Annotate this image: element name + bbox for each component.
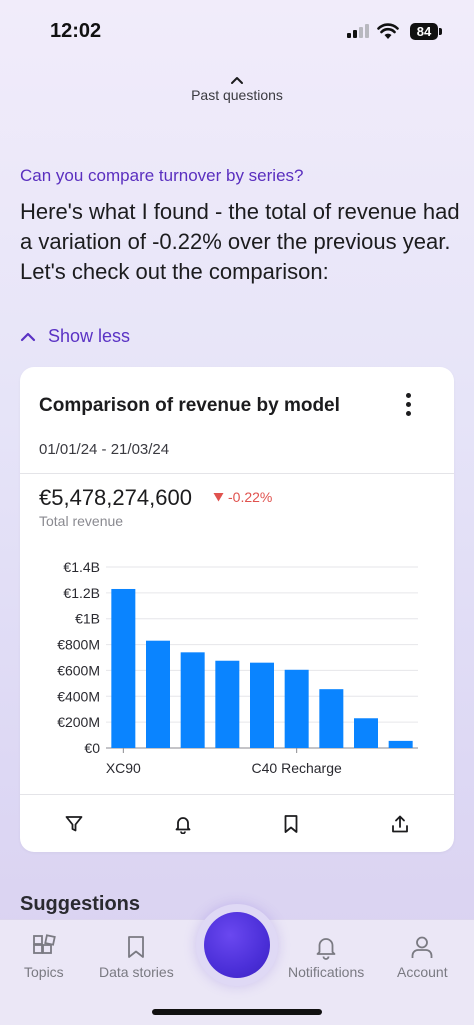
home-indicator [152, 1009, 322, 1015]
more-options-icon[interactable] [396, 391, 420, 419]
past-questions-button[interactable]: Past questions [0, 76, 474, 103]
assistant-orb-icon [204, 912, 270, 978]
tab-notifications-label: Notifications [288, 964, 365, 980]
bar[interactable] [250, 662, 274, 748]
tab-data-stories-label: Data stories [99, 964, 174, 980]
battery-icon: 84 [410, 23, 438, 40]
revenue-delta: -0.22% [213, 489, 272, 505]
y-tick-label: €0 [84, 740, 100, 756]
chevron-up-icon [231, 77, 243, 84]
y-tick-label: €800M [57, 637, 100, 653]
y-tick-label: €1.4B [63, 559, 100, 575]
suggestions-heading: Suggestions [20, 893, 141, 915]
bookmark-icon [128, 936, 145, 958]
past-questions-label: Past questions [191, 87, 283, 103]
filter-button[interactable] [60, 811, 88, 837]
tab-topics-label: Topics [24, 964, 64, 980]
chevron-up-icon [20, 332, 36, 341]
bar[interactable] [284, 669, 309, 748]
card-divider [20, 473, 454, 474]
user-question: Can you compare turnover by series? [20, 166, 304, 185]
share-button[interactable] [386, 811, 414, 837]
tab-topics[interactable]: Topics [24, 934, 64, 980]
alert-button[interactable] [169, 811, 197, 837]
ask-assistant-button[interactable] [196, 904, 278, 986]
share-icon [392, 815, 408, 833]
card-actions [20, 809, 454, 839]
date-range: 01/01/24 - 21/03/24 [39, 441, 170, 458]
y-tick-label: €200M [57, 714, 100, 730]
status-bar: 12:02 84 [0, 0, 474, 62]
total-revenue-label: Total revenue [39, 513, 124, 529]
cellular-signal-icon [347, 24, 369, 38]
bar[interactable] [215, 660, 240, 748]
bell-icon [175, 817, 191, 834]
tab-account-label: Account [397, 964, 448, 980]
bar[interactable] [354, 718, 378, 748]
y-tick-label: €1.2B [63, 585, 100, 601]
bookmark-button[interactable] [277, 811, 305, 837]
total-revenue-value: €5,478,274,600 [39, 485, 192, 510]
chart-card: Comparison of revenue by model 01/01/24 … [20, 367, 454, 852]
filter-icon [65, 816, 83, 832]
bar[interactable] [388, 740, 413, 748]
show-less-button[interactable]: Show less [20, 326, 130, 347]
person-icon [411, 936, 433, 958]
assistant-answer: Here's what I found - the total of reven… [20, 199, 460, 284]
topics-grid-icon [32, 934, 56, 954]
bar[interactable] [111, 588, 136, 748]
x-tick-label: C40 Recharge [252, 760, 342, 776]
bar[interactable] [146, 640, 170, 748]
tab-data-stories[interactable]: Data stories [99, 934, 174, 980]
y-tick-label: €600M [57, 662, 100, 678]
show-less-label: Show less [48, 326, 131, 346]
bar[interactable] [180, 652, 205, 748]
y-tick-label: €1B [75, 611, 100, 627]
wifi-icon [377, 23, 399, 39]
bar[interactable] [319, 689, 344, 748]
bookmark-icon [284, 815, 298, 833]
tab-account[interactable]: Account [397, 934, 448, 980]
bell-icon [316, 938, 336, 960]
tab-notifications[interactable]: Notifications [288, 934, 364, 980]
revenue-delta-value: -0.22% [228, 489, 273, 505]
card-title: Comparison of revenue by model [39, 395, 340, 416]
card-actions-divider [20, 794, 454, 795]
revenue-bar-chart: €0 €200M €400M €600M €800M €1B €1.2B €1.4B XC90 C… [57, 559, 418, 776]
battery-tip [439, 28, 442, 35]
y-tick-label: €400M [57, 688, 100, 704]
x-tick-label: XC90 [106, 760, 141, 776]
status-time: 12:02 [50, 20, 102, 42]
triangle-down-icon [213, 493, 224, 502]
